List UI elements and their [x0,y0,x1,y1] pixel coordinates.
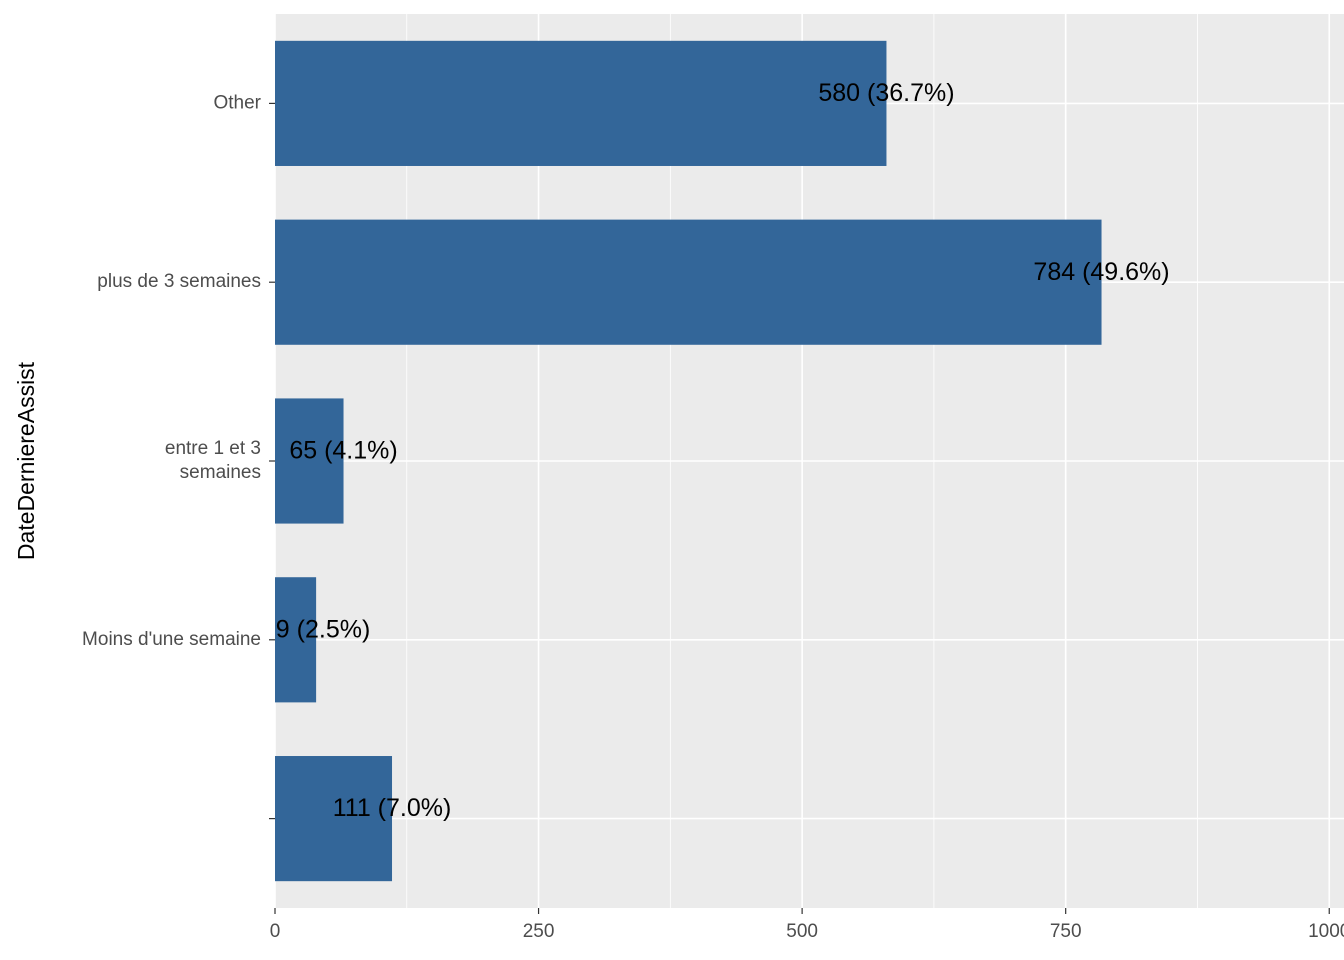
bar [275,40,887,166]
bar [275,219,1102,345]
value-label: 580 (36.7%) [818,79,954,107]
value-label: 784 (49.6%) [1033,258,1169,286]
x-tick-label: 0 [270,921,281,942]
x-tick-label: 500 [786,921,818,942]
y-axis-title: DateDerniereAssist [13,361,39,560]
axes: 0 250 500 750 1000 Other plus de 3 semaines ent… [82,92,1344,942]
bars [275,40,1102,882]
value-label: 65 (4.1%) [289,437,397,465]
y-tick-label: Other [213,92,261,113]
x-tick-label: 750 [1050,921,1082,942]
value-label: 39 (2.5%) [262,615,370,643]
value-labels: 580 (36.7%) 784 (49.6%) 65 (4.1%) 39 (2.5%)… [262,79,1170,822]
value-label: 111 (7.0%) [333,794,452,822]
y-tick-label: entre 1 et 3 semaines [165,438,261,483]
x-tick-label: 250 [523,921,555,942]
x-tick-label: 1000 [1308,921,1344,942]
y-tick-label: plus de 3 semaines [97,271,261,292]
y-tick-label: Moins d'une semaine [82,629,261,650]
bar [275,577,317,703]
bar [275,756,393,882]
bar [275,398,344,524]
